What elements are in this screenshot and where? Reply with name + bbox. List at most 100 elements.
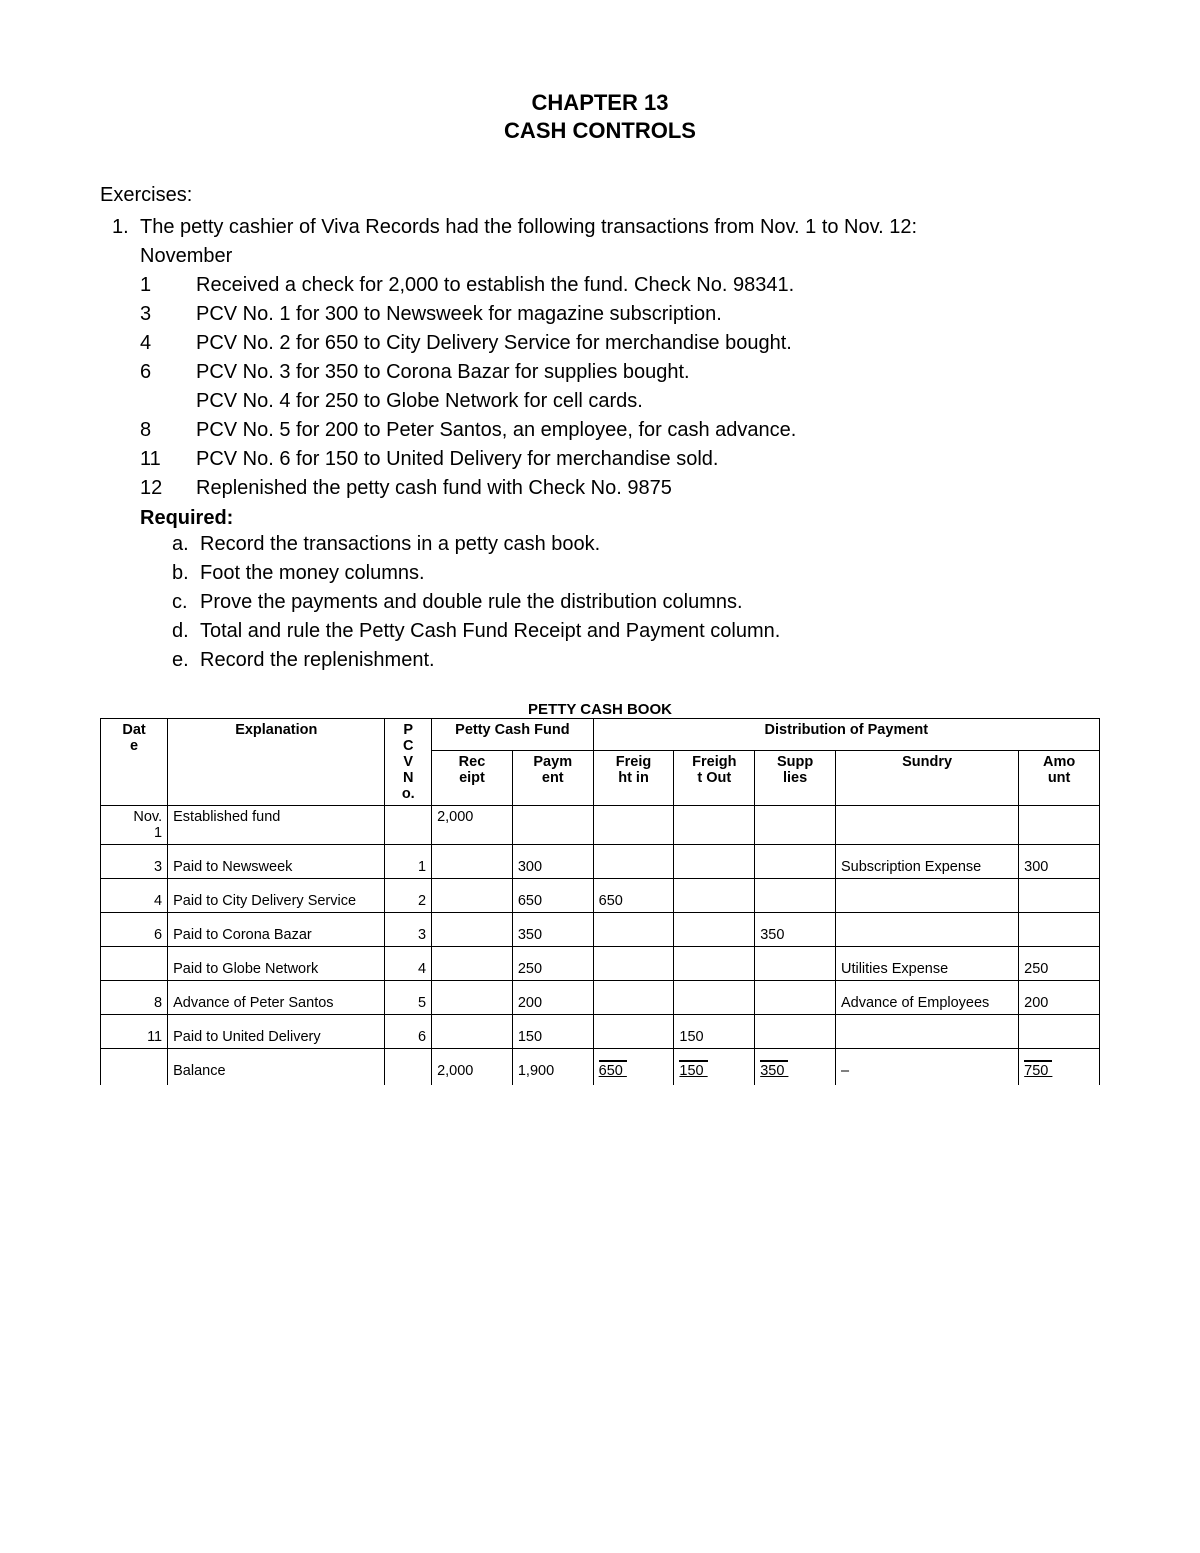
transaction-date: 8 <box>140 416 196 445</box>
table-cell <box>432 879 513 913</box>
th-date: Dat e <box>101 719 168 806</box>
table-cell: 2,000 <box>432 806 513 845</box>
th-amount: Amo unt <box>1019 751 1100 806</box>
th-sundry: Sundry <box>835 751 1018 806</box>
table-cell <box>1019 913 1100 947</box>
table-cell: 5 <box>385 981 432 1015</box>
table-total-cell: 650 <box>593 1049 674 1086</box>
table-cell: Utilities Expense <box>835 947 1018 981</box>
table-cell: 300 <box>1019 845 1100 879</box>
table-cell: Established fund <box>168 806 385 845</box>
table-cell <box>755 879 836 913</box>
table-cell <box>755 947 836 981</box>
table-cell <box>1019 1015 1100 1049</box>
table-cell <box>755 981 836 1015</box>
th-payment: Paym ent <box>512 751 593 806</box>
transaction-line: 1Received a check for 2,000 to establish… <box>140 271 1100 300</box>
table-row: Nov.1Established fund2,000 <box>101 806 1100 845</box>
transaction-line: PCV No. 4 for 250 to Globe Network for c… <box>140 387 1100 416</box>
table-cell <box>432 981 513 1015</box>
table-cell: 6 <box>385 1015 432 1049</box>
required-item: b.Foot the money columns. <box>200 559 1100 588</box>
transaction-line: 3PCV No. 1 for 300 to Newsweek for magaz… <box>140 300 1100 329</box>
table-cell <box>1019 879 1100 913</box>
table-cell: 2 <box>385 879 432 913</box>
table-cell <box>385 806 432 845</box>
table-cell: 200 <box>1019 981 1100 1015</box>
th-freight-in: Freig ht in <box>593 751 674 806</box>
table-cell <box>101 947 168 981</box>
exercise-intro-text: The petty cashier of Viva Records had th… <box>140 216 917 238</box>
exercise-number: 1. <box>112 213 140 242</box>
table-total-cell: Balance <box>168 1049 385 1086</box>
table-cell <box>432 845 513 879</box>
required-text: Record the replenishment. <box>200 649 435 671</box>
required-item: c.Prove the payments and double rule the… <box>200 588 1100 617</box>
table-total-cell: 2,000 <box>432 1049 513 1086</box>
transaction-date: 12 <box>140 474 196 503</box>
table-cell: Paid to Newsweek <box>168 845 385 879</box>
table-cell: 4 <box>101 879 168 913</box>
table-cell: Paid to Globe Network <box>168 947 385 981</box>
month-label: November <box>140 242 1100 271</box>
table-cell <box>835 879 1018 913</box>
transaction-date: 6 <box>140 358 196 387</box>
transaction-date: 3 <box>140 300 196 329</box>
transaction-date: 11 <box>140 445 196 474</box>
transaction-line: 4PCV No. 2 for 650 to City Delivery Serv… <box>140 329 1100 358</box>
table-cell <box>835 806 1018 845</box>
transaction-date: 4 <box>140 329 196 358</box>
table-cell <box>593 806 674 845</box>
table-cell <box>1019 806 1100 845</box>
table-cell <box>593 913 674 947</box>
chapter-title: CHAPTER 13 <box>100 90 1100 116</box>
table-cell <box>674 913 755 947</box>
transaction-line: 12Replenished the petty cash fund with C… <box>140 474 1100 503</box>
table-cell: 1 <box>385 845 432 879</box>
table-cell: 650 <box>593 879 674 913</box>
table-total-cell <box>385 1049 432 1086</box>
transaction-line: 11PCV No. 6 for 150 to United Delivery f… <box>140 445 1100 474</box>
th-supplies: Supp lies <box>755 751 836 806</box>
table-cell <box>755 845 836 879</box>
transaction-line: 8PCV No. 5 for 200 to Peter Santos, an e… <box>140 416 1100 445</box>
table-cell <box>674 879 755 913</box>
table-total-cell: 350 <box>755 1049 836 1086</box>
table-row: Paid to Globe Network4250Utilities Expen… <box>101 947 1100 981</box>
table-cell <box>755 1015 836 1049</box>
required-letter: a. <box>172 530 200 559</box>
table-total-cell: – <box>835 1049 1018 1086</box>
th-pcf: Petty Cash Fund <box>432 719 594 751</box>
table-cell <box>593 981 674 1015</box>
required-text: Record the transactions in a petty cash … <box>200 533 600 555</box>
petty-cash-book-table: Dat e Explanation P C V N o. Petty Cash … <box>100 718 1100 1085</box>
transaction-text: PCV No. 5 for 200 to Peter Santos, an em… <box>196 419 796 441</box>
table-cell <box>432 1015 513 1049</box>
required-item: d.Total and rule the Petty Cash Fund Rec… <box>200 617 1100 646</box>
table-cell <box>432 913 513 947</box>
table-cell <box>512 806 593 845</box>
table-cell: 6 <box>101 913 168 947</box>
transaction-text: PCV No. 2 for 650 to City Delivery Servi… <box>196 332 792 354</box>
table-cell: 350 <box>755 913 836 947</box>
table-total-cell: 150 <box>674 1049 755 1086</box>
table-cell <box>755 806 836 845</box>
table-cell <box>674 806 755 845</box>
required-item: a.Record the transactions in a petty cas… <box>200 530 1100 559</box>
table-cell: Paid to City Delivery Service <box>168 879 385 913</box>
table-row: 3Paid to Newsweek1300Subscription Expens… <box>101 845 1100 879</box>
table-cell: Paid to Corona Bazar <box>168 913 385 947</box>
table-cell: Advance of Employees <box>835 981 1018 1015</box>
th-receipt: Rec eipt <box>432 751 513 806</box>
table-cell <box>674 845 755 879</box>
table-cell: 8 <box>101 981 168 1015</box>
table-cell: 3 <box>101 845 168 879</box>
required-letter: e. <box>172 646 200 675</box>
table-cell: 650 <box>512 879 593 913</box>
table-cell <box>674 981 755 1015</box>
required-text: Total and rule the Petty Cash Fund Recei… <box>200 620 780 642</box>
exercises-label: Exercises: <box>100 184 1100 207</box>
transaction-text: Replenished the petty cash fund with Che… <box>196 477 672 499</box>
exercise-intro: 1.The petty cashier of Viva Records had … <box>140 213 1100 242</box>
table-cell <box>593 845 674 879</box>
